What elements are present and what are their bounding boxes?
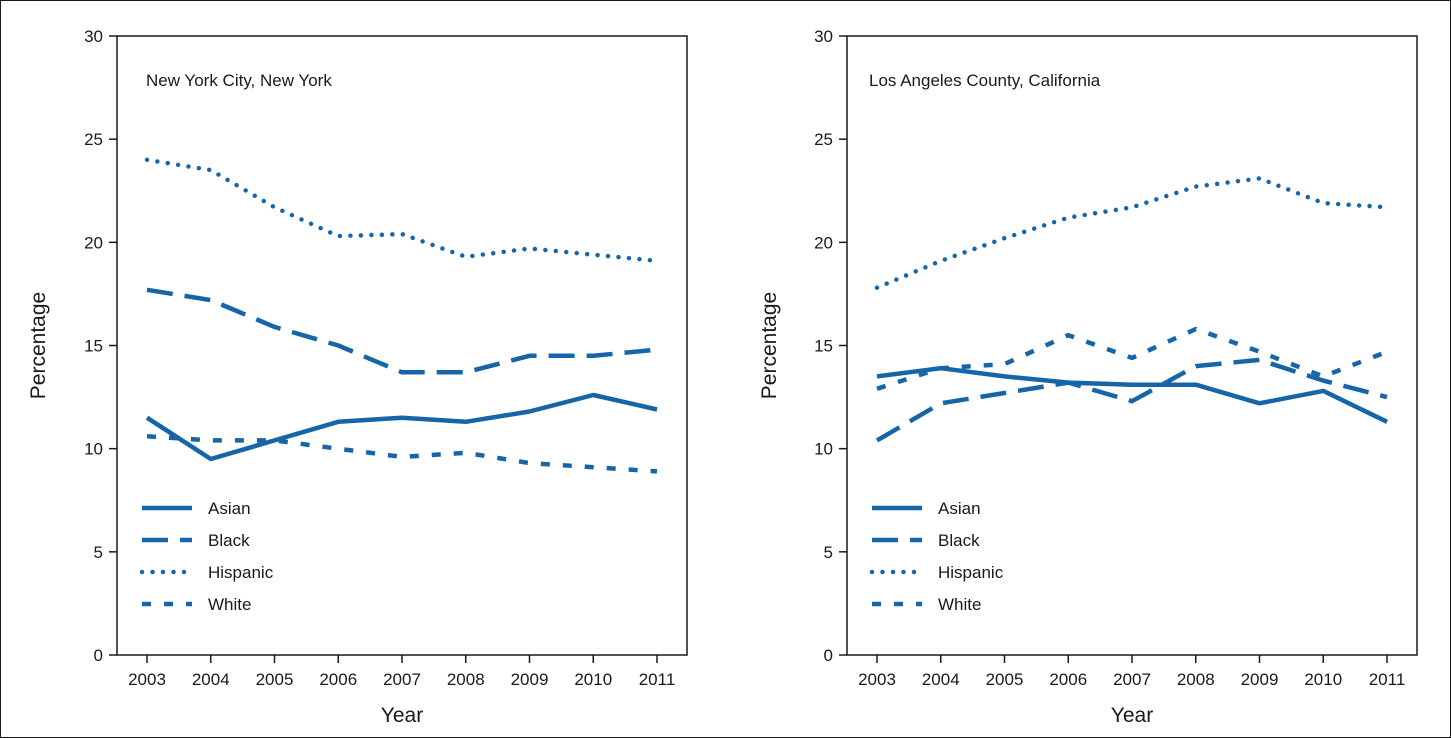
x-tick-label: 2008	[447, 670, 485, 689]
x-tick-label: 2008	[1177, 670, 1215, 689]
y-tick-label: 0	[94, 646, 103, 665]
x-tick-label: 2005	[986, 670, 1024, 689]
series-line-hispanic	[144, 157, 660, 264]
series-line-black	[875, 357, 1388, 443]
legend-label-white: White	[938, 595, 981, 614]
y-tick-label: 20	[84, 233, 103, 252]
y-tick-label: 10	[814, 440, 833, 459]
y-tick-label: 30	[814, 27, 833, 46]
legend: Asian Black Hispanic White	[869, 499, 1004, 614]
plot-area-border	[846, 35, 1418, 656]
series-line-asian	[145, 392, 658, 462]
legend-label-white: White	[208, 595, 251, 614]
x-tick-label: 2007	[383, 670, 421, 689]
legend-label-asian: Asian	[938, 499, 981, 518]
x-tick-label: 2010	[1304, 670, 1342, 689]
y-tick-label: 5	[824, 543, 833, 562]
x-tick-label: 2009	[511, 670, 549, 689]
legend-label-asian: Asian	[208, 499, 251, 518]
x-tick-label: 2003	[858, 670, 896, 689]
x-tick-label: 2010	[574, 670, 612, 689]
y-tick-label: 25	[814, 130, 833, 149]
x-tick-label: 2006	[1049, 670, 1087, 689]
x-tick-label: 2011	[1369, 670, 1406, 689]
x-axis-label: Year	[1111, 704, 1153, 727]
legend-label-hispanic: Hispanic	[938, 563, 1004, 582]
series-line-white	[876, 326, 1388, 391]
legend-label-hispanic: Hispanic	[208, 563, 274, 582]
y-tick-label: 15	[84, 337, 103, 356]
panel-title: Los Angeles County, California	[869, 71, 1101, 90]
x-tick-label: 2004	[922, 670, 960, 689]
series-line-hispanic	[874, 176, 1390, 290]
x-tick-label: 2009	[1241, 670, 1279, 689]
y-tick-label: 15	[814, 337, 833, 356]
legend-label-black: Black	[938, 531, 980, 550]
y-tick-label: 20	[814, 233, 833, 252]
x-tick-label: 2005	[256, 670, 294, 689]
legend-label-black: Black	[208, 531, 250, 550]
x-tick-label: 2003	[128, 670, 166, 689]
y-axis-label: Percentage	[27, 292, 50, 399]
y-axis-label: Percentage	[758, 292, 781, 399]
y-tick-label: 5	[94, 543, 103, 562]
chart-panel-1: 0 5 10 15 20 25 30 2003 2004 2005 2006 2007 2008 2009…	[27, 27, 688, 727]
x-tick-label: 2006	[319, 670, 357, 689]
chart-panel-2: 0 5 10 15 20 25 30 2003 2004 2005 2006 2007 2008 2009…	[758, 27, 1418, 727]
x-tick-label: 2007	[1113, 670, 1151, 689]
y-tick-label: 10	[84, 440, 103, 459]
y-tick-label: 30	[84, 27, 103, 46]
y-tick-label: 0	[824, 646, 833, 665]
y-tick-label: 25	[84, 130, 103, 149]
x-tick-label: 2011	[639, 670, 676, 689]
series-line-asian	[876, 365, 1388, 424]
series-line-black	[146, 287, 658, 375]
panel-title: New York City, New York	[146, 71, 332, 90]
x-axis-label: Year	[381, 704, 423, 727]
plot-area-border	[116, 35, 688, 656]
legend: Asian Black Hispanic White	[139, 499, 274, 614]
x-tick-label: 2004	[192, 670, 230, 689]
